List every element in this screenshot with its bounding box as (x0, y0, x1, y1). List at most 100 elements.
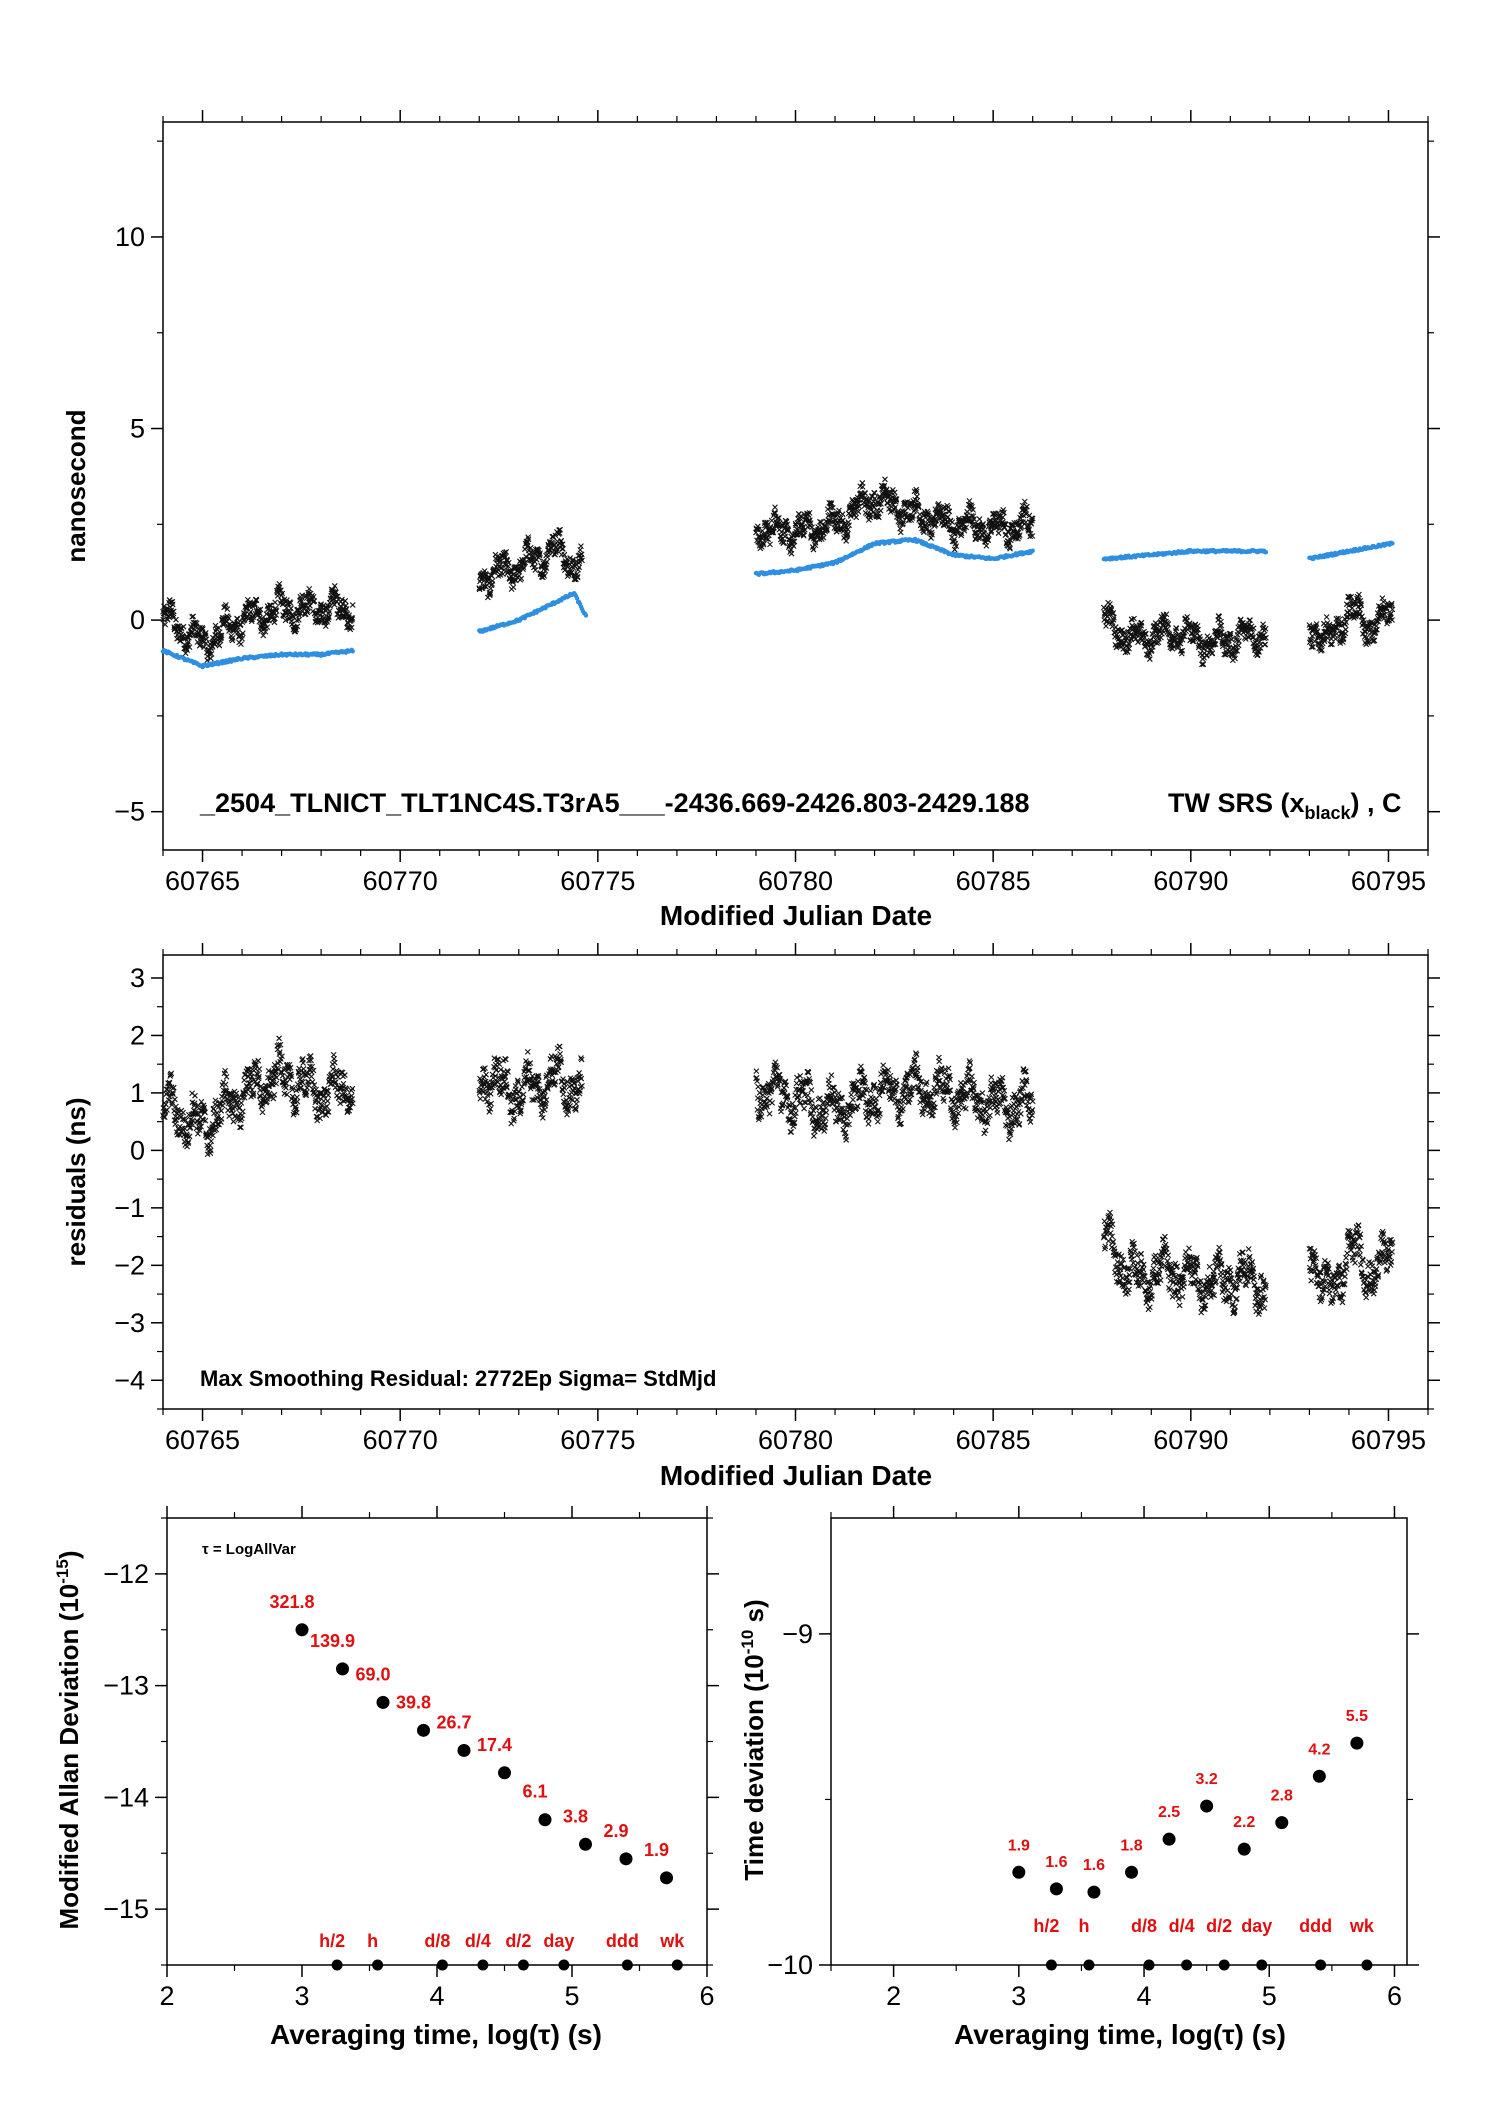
y-tick-label: 0 (130, 605, 145, 635)
data-point-blue (1030, 548, 1035, 553)
data-point-x-marker (483, 1071, 489, 1078)
data-point-x-marker (259, 1109, 266, 1116)
data-point-x-marker (828, 1072, 835, 1079)
data-point-x-marker (556, 1043, 563, 1050)
data-point-x-marker (900, 520, 906, 527)
data-point-x-marker (510, 584, 517, 591)
data-point-x-marker (1380, 598, 1387, 605)
data-point-x-marker (963, 524, 970, 531)
data-point-x-marker (929, 531, 935, 538)
data-point-x-marker (769, 1100, 776, 1106)
data-point-x-marker (1105, 1238, 1112, 1244)
data-point-x-marker (791, 538, 798, 545)
data-point-x-marker (202, 630, 209, 636)
data-point-x-marker (915, 503, 922, 510)
data-point-x-marker (862, 490, 869, 497)
data-point-x-marker (858, 1063, 864, 1070)
data-point-x-marker (1016, 533, 1022, 540)
data-point-x-marker (579, 557, 585, 564)
y-tick-label: −5 (114, 797, 145, 827)
data-point-x-marker (1110, 610, 1117, 616)
data-point-x-marker (854, 1103, 861, 1110)
data-point-x-marker (561, 551, 568, 558)
data-point-x-marker (272, 599, 279, 606)
data-point-x-marker (293, 626, 300, 633)
data-point-x-marker (806, 509, 813, 516)
data-point-x-marker (180, 623, 187, 630)
data-point-x-marker (192, 1092, 198, 1099)
data-point-x-marker (276, 580, 283, 587)
data-point-x-marker (966, 497, 973, 504)
data-point-x-marker (1026, 526, 1032, 533)
data-point-x-marker (1342, 626, 1349, 633)
data-point-x-marker (824, 526, 831, 533)
data-point-x-marker (348, 624, 355, 631)
data-point-x-marker (239, 635, 245, 642)
data-point-x-marker (325, 1092, 332, 1099)
data-point-x-marker (253, 597, 260, 604)
data-point-x-marker (878, 501, 884, 507)
data-point-x-marker (807, 520, 814, 527)
data-point-x-marker (200, 626, 206, 632)
data-point-x-marker (801, 1105, 808, 1112)
data-point-x-marker (264, 624, 271, 631)
data-point-x-marker (828, 501, 834, 508)
y-tick-label: −1 (114, 1193, 145, 1223)
data-point-x-marker (859, 483, 866, 490)
data-point-x-marker (303, 595, 310, 602)
data-point-x-marker (518, 575, 525, 582)
data-point-x-marker (1016, 532, 1023, 539)
data-point-x-marker (331, 1059, 338, 1066)
x-tick-label: 60795 (1351, 1425, 1426, 1455)
data-point-x-marker (1108, 605, 1114, 612)
x-tick-label: 60770 (363, 866, 438, 896)
data-point-x-marker (782, 533, 788, 540)
data-point-x-marker (574, 574, 581, 580)
data-point-x-marker (785, 526, 791, 533)
data-point-x-marker (261, 625, 267, 632)
data-point-x-marker (829, 518, 836, 525)
data-point-x-marker (560, 1091, 567, 1098)
data-point-x-marker (560, 545, 566, 552)
data-point-x-marker (845, 526, 851, 533)
data-point-x-marker (169, 601, 176, 608)
data-point-x-marker (216, 642, 223, 649)
data-point-x-marker (925, 510, 931, 517)
data-point-x-marker (855, 508, 862, 515)
data-point-x-marker (324, 1098, 331, 1104)
data-point-x-marker (933, 517, 940, 524)
data-point-x-marker (810, 1133, 817, 1139)
data-point-x-marker (762, 519, 769, 526)
data-point-x-marker (224, 606, 231, 612)
panel-time-series-ticks: 60765 60770 60775 60780 60785 60790 60795−5051… (114, 110, 1440, 896)
data-point-x-marker (910, 512, 916, 519)
data-point-x-marker (944, 514, 951, 520)
data-point-x-marker (349, 615, 356, 621)
data-point-x-marker (349, 616, 355, 623)
data-point-x-marker (503, 549, 510, 555)
data-point-x-marker (843, 1137, 850, 1143)
panel-time-series: 60765 60770 60775 60780 60785 60790 60795−5051… (61, 110, 1440, 931)
data-point-x-marker (893, 496, 900, 502)
data-point-x-marker (828, 500, 835, 506)
data-point-blue (583, 613, 589, 618)
data-point-x-marker (489, 577, 496, 584)
data-point-x-marker (867, 1087, 874, 1094)
data-point-x-marker (1006, 529, 1012, 536)
data-point-x-marker (323, 1103, 330, 1110)
x-tick-label: 60775 (560, 866, 635, 896)
data-point-x-marker (835, 1090, 842, 1097)
data-point-x-marker (1021, 498, 1028, 505)
data-point-x-marker (549, 533, 556, 540)
data-point-x-marker (552, 549, 559, 556)
data-point-x-marker (1017, 1110, 1024, 1117)
data-point-x-marker (541, 573, 548, 579)
data-point-x-marker (222, 1081, 229, 1088)
data-point-x-marker (997, 525, 1003, 532)
data-point-x-marker (225, 615, 232, 622)
data-point-x-marker (173, 616, 179, 623)
data-point-x-marker (220, 620, 226, 627)
data-point-x-marker (839, 511, 846, 518)
data-point-x-marker (892, 504, 898, 511)
data-point-x-marker (764, 522, 771, 529)
